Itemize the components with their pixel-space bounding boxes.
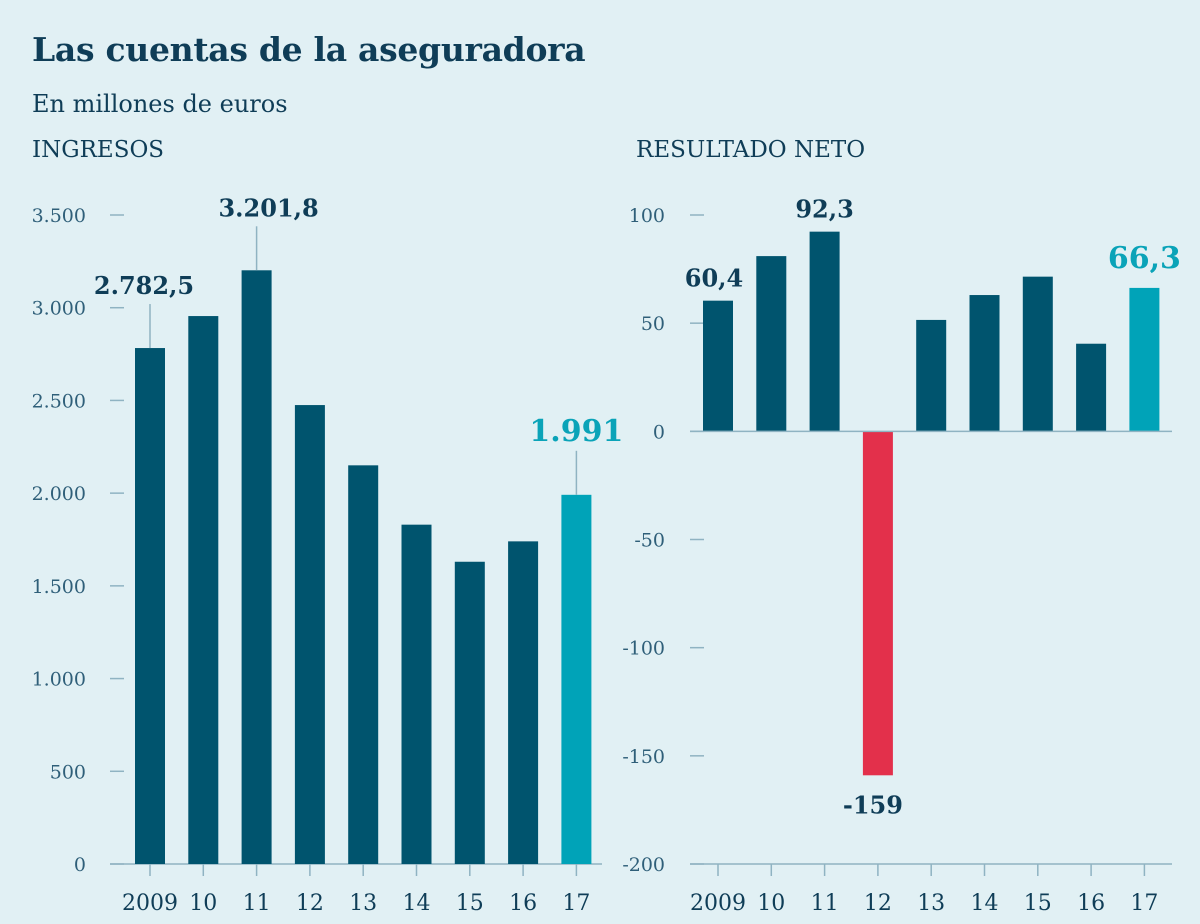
data-label: 92,3 — [795, 195, 853, 224]
y-tick-label: -150 — [622, 746, 665, 768]
y-tick-label: 1.500 — [32, 576, 86, 598]
x-tick-label: 2009 — [122, 891, 178, 916]
x-tick-label: 10 — [757, 891, 785, 916]
bar-16 — [1076, 343, 1107, 432]
x-tick-label: 12 — [864, 891, 892, 916]
ingresos-chart: 0 500 1.000 1.500 2.000 2.500 3.000 3.500 2009 10… — [32, 193, 624, 916]
x-tick-label: 16 — [1077, 891, 1105, 916]
chart-title: Las cuentas de la aseguradora — [32, 30, 586, 69]
y-tick-label: -100 — [622, 638, 665, 660]
y-tick-label: 0 — [74, 854, 86, 876]
x-tick-label: 17 — [1130, 891, 1158, 916]
bar-14 — [401, 524, 432, 864]
y-tick-label: 3.000 — [32, 298, 86, 320]
panel-title-ingresos: INGRESOS — [32, 137, 165, 163]
x-tick-label: 17 — [562, 891, 590, 916]
x-tick-label: 14 — [403, 891, 431, 916]
data-label: 1.991 — [529, 414, 623, 449]
x-tick-label: 11 — [243, 891, 271, 916]
data-label: 2.782,5 — [94, 271, 194, 300]
data-label: 66,3 — [1108, 241, 1181, 276]
x-tick-label: 2009 — [690, 891, 746, 916]
bar-17 — [561, 494, 592, 864]
x-tick-label: 10 — [189, 891, 217, 916]
bar-13 — [916, 319, 947, 432]
y-tick-label: 100 — [629, 205, 665, 227]
bar-14 — [969, 295, 1000, 432]
x-tick-label: 15 — [1024, 891, 1052, 916]
bar-13 — [348, 465, 379, 864]
x-tick-label: 16 — [509, 891, 537, 916]
x-tick-label: 15 — [456, 891, 484, 916]
data-label: 60,4 — [685, 264, 743, 293]
bar-11 — [241, 270, 272, 864]
data-label: -159 — [843, 790, 903, 819]
x-tick-label: 14 — [971, 891, 999, 916]
bar-12 — [294, 405, 325, 864]
y-tick-label: 0 — [653, 421, 665, 443]
bar-16 — [508, 541, 539, 864]
bar-12 — [862, 431, 893, 776]
y-tick-label: 500 — [50, 761, 86, 783]
y-tick-label: 50 — [641, 313, 665, 335]
bar-11 — [809, 231, 840, 432]
chart-subtitle: En millones de euros — [32, 90, 288, 118]
y-tick-label: -200 — [622, 854, 665, 876]
bar-10 — [188, 316, 219, 864]
bar-17 — [1129, 287, 1160, 432]
x-tick-label: 11 — [811, 891, 839, 916]
y-tick-label: 2.000 — [32, 483, 86, 505]
bar-2009 — [703, 300, 733, 432]
data-label: 3.201,8 — [218, 193, 318, 222]
panel-title-resultado-neto: RESULTADO NETO — [636, 137, 866, 163]
bar-15 — [454, 561, 485, 864]
y-tick-label: -50 — [634, 530, 665, 552]
y-tick-label: 2.500 — [32, 390, 86, 412]
y-tick-label: 1.000 — [32, 669, 86, 691]
x-tick-label: 13 — [917, 891, 945, 916]
bar-2009 — [135, 348, 165, 864]
bar-15 — [1022, 276, 1053, 432]
y-tick-label: 3.500 — [32, 205, 86, 227]
resultado-neto-chart: -200 -150 -100 -50 0 50 100 2009 10 11 12 13 14 15 16 1… — [622, 195, 1181, 916]
x-tick-label: 12 — [296, 891, 324, 916]
bar-10 — [756, 256, 787, 432]
x-tick-label: 13 — [349, 891, 377, 916]
